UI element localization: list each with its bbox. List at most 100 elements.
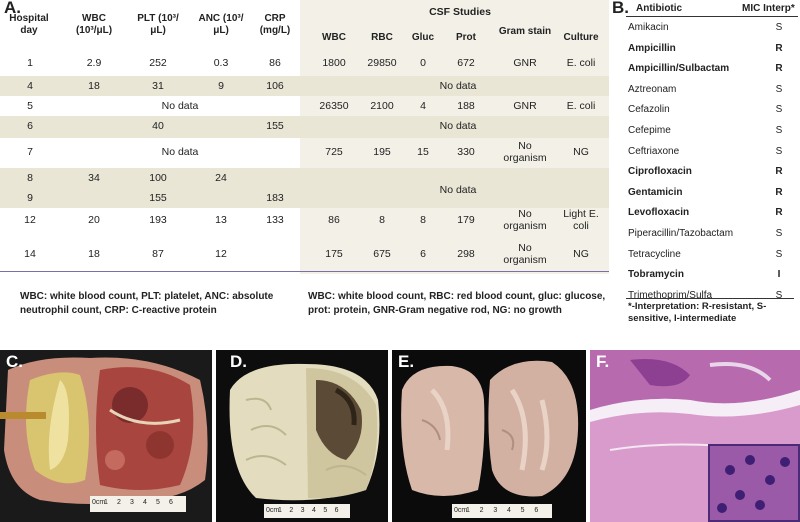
antibiotic-bottom-rule [626,298,794,299]
hdr-csf-rbc: RBC [371,32,393,43]
cell-prot: 330 [457,146,475,158]
antibiotic-name: Cefepime [628,125,671,136]
antibiotic-name: Ampicillin/Sulbactam [628,63,730,74]
cell-cwbc: 725 [325,146,343,158]
cell-culture: E. coli [566,100,596,112]
antibiotic-name: Ampicillin [628,43,676,54]
mic-interpretation: S [775,228,783,239]
mic-interpretation: S [775,104,783,115]
cell-day: 1 [27,57,33,69]
cell-gluc: 8 [420,214,426,226]
mic-interpretation: R [775,207,783,218]
cell-anc: 13 [215,214,227,226]
panel-d-label: D. [230,352,247,371]
antibiotic-name: Ceftriaxone [628,146,680,157]
cell-gram: No organism [503,208,547,232]
mic-footnote: *-Interpretation: R-resistant, S-sensiti… [628,301,767,324]
ruler-tick: 3 [493,507,498,514]
cell-gluc: 6 [420,248,426,260]
cell-crbc: 29850 [367,57,397,69]
mic-header: MIC Interp* [742,3,795,14]
mic-interpretation: R [775,187,783,198]
ruler-tick: 5 [156,499,160,506]
hdr-csf-title: CSF Studies [429,6,491,18]
cell-plt: 31 [152,80,164,92]
shaded-row [0,168,609,190]
cell-prot: 188 [457,100,475,112]
cell-crp: 133 [266,214,284,226]
cell-day: 14 [24,248,36,260]
cell-prot: 179 [457,214,475,226]
cell-crbc: 195 [373,146,391,158]
antibiotic-name: Cefazolin [628,104,670,115]
cell-blood-nodata: No data [161,146,199,158]
mic-interpretation: R [775,43,783,54]
hdr-hospital-day: Hospital day [9,13,49,36]
ruler-tick: 1 [278,507,282,514]
cell-wbc: 34 [88,172,100,184]
cell-crbc: 2100 [370,100,394,112]
cell-plt: 87 [152,248,164,260]
cell-csf-nodata: No data [439,120,477,132]
mic-interpretation: S [775,84,783,95]
hdr-csf-culture: Culture [563,32,599,43]
cell-csf-nodata: No data [439,80,477,92]
cell-blood-nodata: No data [161,100,199,112]
antibiotic-header-rule [626,16,798,17]
cell-cwbc: 1800 [322,57,346,69]
ruler-unit: 0cm [92,499,106,506]
cell-cwbc: 26350 [319,100,349,112]
cell-anc: 9 [218,80,224,92]
brain-photo-d: D. 0cm 1 2 3 4 5 6 [216,350,388,522]
ruler-tick: 5 [520,507,525,514]
ruler-unit: 0cm [454,507,468,514]
cell-culture: NG [573,248,589,260]
cell-day: 4 [27,80,33,92]
cell-culture: Light E. coli [563,208,599,232]
cell-cwbc: 175 [325,248,343,260]
panel-e-label: E. [398,352,415,371]
cell-anc: 24 [215,172,227,184]
cell-anc: 0.3 [213,57,229,69]
cell-day: 5 [27,100,33,112]
cell-gluc: 4 [420,100,426,112]
antibiotic-name: Tobramycin [628,269,684,280]
antibiotic-header: Antibiotic [636,3,683,14]
scale-ruler-e: 0cm 1 2 3 4 5 6 [452,504,552,518]
ruler-tick: 4 [507,507,511,514]
ruler-unit: 0cm [266,507,280,514]
ruler-tick: 1 [104,499,108,506]
antibiotic-name: Ciprofloxacin [628,166,692,177]
cell-day: 12 [24,214,36,226]
cell-wbc: 18 [88,248,100,260]
panel-a-label: A. [4,0,21,17]
panel-b-label: B. [612,0,629,17]
hdr-crp: CRP (mg/L) [259,13,291,36]
cell-wbc: 20 [88,214,100,226]
cell-gram: No organism [503,140,547,164]
footnote-left: WBC: white blood count, PLT: platelet, A… [20,291,274,316]
cell-prot: 672 [457,57,475,69]
cell-crp: 183 [266,192,284,204]
ruler-tick: 2 [479,507,484,514]
cell-crbc: 8 [379,214,385,226]
mic-interpretation: S [775,125,783,136]
cell-prot: 298 [457,248,475,260]
brain-section-photo-e: E. 0cm 1 2 3 4 5 6 [392,350,586,522]
ruler-tick: 2 [289,507,294,514]
antibiotic-name: Piperacillin/Tazobactam [628,228,734,239]
cell-plt: 100 [149,172,167,184]
mic-interpretation: S [775,249,783,260]
ruler-tick: 3 [130,499,134,506]
cell-crp: 86 [269,57,281,69]
scale-ruler-c: 0cm 1 2 3 4 5 6 [90,496,186,512]
cell-crp: 155 [266,120,284,132]
gross-specimen-photo-c: C. 0cm 1 2 3 4 5 6 [0,350,212,522]
antibiotic-name: Trimethoprim/Sulfa [628,290,713,301]
cell-day: 8 [27,172,33,184]
cell-plt: 155 [149,192,167,204]
cell-cwbc: 86 [328,214,340,226]
cell-culture: NG [573,146,589,158]
hdr-csf-gluc: Gluc [411,32,435,43]
cell-gluc: 15 [417,146,429,158]
